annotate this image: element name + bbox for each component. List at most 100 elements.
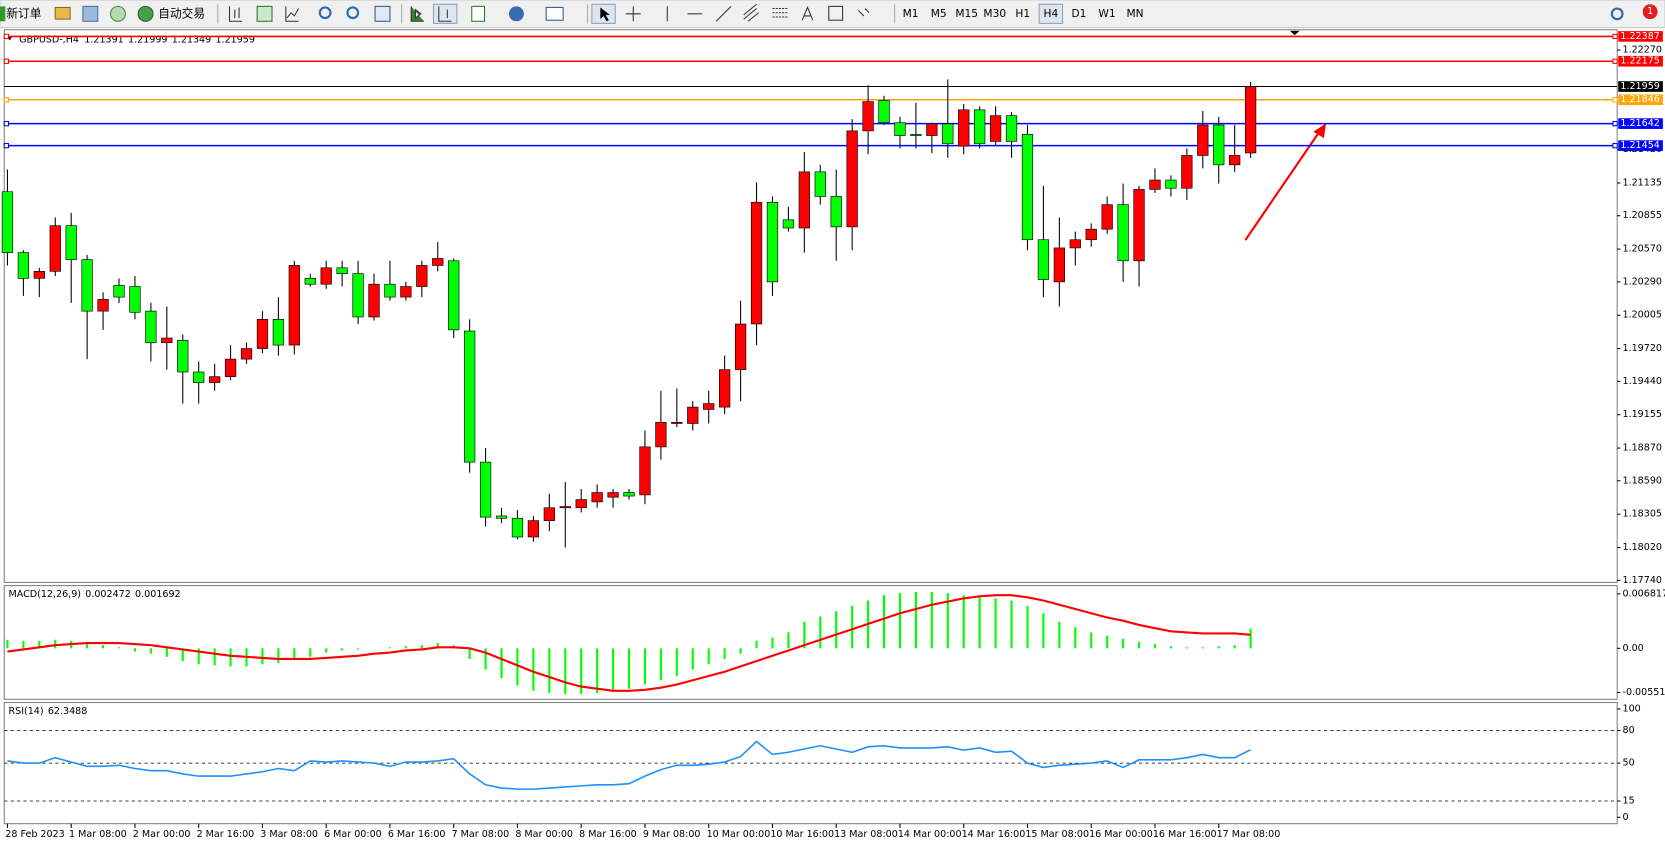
search[interactable] xyxy=(1610,7,1624,21)
timeframe-button[interactable]: M30 xyxy=(983,7,1006,20)
text-tool[interactable] xyxy=(801,6,814,21)
candle-body xyxy=(240,348,253,360)
low-value: 1.21349 xyxy=(172,34,211,45)
candle-body xyxy=(1197,124,1209,156)
rsi-label: RSI(14) xyxy=(9,706,44,717)
candle-body xyxy=(511,517,524,538)
icon[interactable] xyxy=(109,5,126,22)
chart-shift[interactable] xyxy=(432,3,458,24)
bar-chart-icon[interactable] xyxy=(228,6,243,22)
level-handle xyxy=(1612,33,1618,40)
notification-badge[interactable] xyxy=(1642,4,1658,20)
x-tick-label: 14 Mar 16:00 xyxy=(962,829,1026,840)
candle-body xyxy=(352,273,364,318)
price-panel xyxy=(3,29,1618,583)
periods[interactable] xyxy=(508,6,524,22)
candle-body xyxy=(49,225,61,272)
channel[interactable] xyxy=(743,3,759,22)
x-tick-label: 6 Mar 00:00 xyxy=(324,829,382,840)
level-handle xyxy=(1612,58,1618,64)
open-value: 1.21391 xyxy=(84,34,123,45)
auto-trading-button[interactable]: 自动交易 xyxy=(158,6,205,20)
candle-body xyxy=(575,499,587,509)
candle-body xyxy=(942,123,954,145)
candle-body xyxy=(639,446,651,496)
candle-body xyxy=(161,337,173,344)
symbol: GBPUSD-,H4 xyxy=(19,34,79,45)
y-tick-label: 1.19720 xyxy=(1622,343,1661,354)
candle-body xyxy=(1133,189,1145,262)
x-tick-label: 9 Mar 08:00 xyxy=(643,829,701,840)
candle-body xyxy=(1165,179,1177,189)
arrows-tool[interactable] xyxy=(858,8,870,17)
timeframe-button[interactable]: M5 xyxy=(931,7,947,20)
auto-trading-icon[interactable] xyxy=(137,5,154,22)
x-tick-label: 28 Feb 2023 xyxy=(5,829,64,840)
candle-chart-icon[interactable] xyxy=(256,5,273,22)
new-order-button[interactable]: 新订单 xyxy=(6,6,41,20)
zoom-in[interactable] xyxy=(318,6,332,20)
timeframe-button[interactable]: M1 xyxy=(903,7,919,20)
candle-body xyxy=(479,461,492,518)
new-order-icon xyxy=(0,6,6,22)
timeframe-button[interactable]: D1 xyxy=(1071,7,1086,20)
x-tick-label: 8 Mar 16:00 xyxy=(579,829,637,840)
y-tick-label: 50 xyxy=(1622,758,1634,769)
annotation-arrowhead xyxy=(1313,123,1327,139)
candle-body xyxy=(830,196,842,228)
toolbar-bg xyxy=(0,0,1665,29)
level-label: 1.22175 xyxy=(1620,56,1659,67)
indicators[interactable] xyxy=(471,5,486,22)
tile-windows[interactable] xyxy=(374,5,391,22)
icon[interactable] xyxy=(54,6,71,20)
candle-body xyxy=(193,371,205,383)
line-chart-icon[interactable] xyxy=(285,6,300,22)
cursor-icon xyxy=(600,7,610,22)
zoom-out[interactable] xyxy=(346,6,360,20)
timeframe-button[interactable]: M15 xyxy=(955,7,978,20)
y-tick-label: 1.22270 xyxy=(1622,45,1661,56)
candle-body xyxy=(224,358,237,377)
y-tick-label: 80 xyxy=(1622,725,1634,736)
rsi-value: 62.3488 xyxy=(48,706,87,717)
autoscroll[interactable] xyxy=(410,6,424,22)
candle-body xyxy=(655,421,667,448)
candle-body xyxy=(416,265,428,287)
candle-body xyxy=(958,109,970,147)
candle-body xyxy=(1117,204,1129,262)
crosshair[interactable] xyxy=(625,6,641,22)
timeframe-button[interactable]: H4 xyxy=(1043,7,1058,20)
candle-body xyxy=(33,271,45,279)
candle-body xyxy=(113,285,125,298)
candle-body xyxy=(177,340,189,373)
candle-body xyxy=(543,507,555,521)
x-tick-label: 2 Mar 16:00 xyxy=(197,829,255,840)
candle-body xyxy=(559,506,571,509)
label-tool[interactable] xyxy=(828,5,844,21)
candle-body xyxy=(1021,134,1034,241)
trendline[interactable] xyxy=(715,6,732,22)
fibo[interactable] xyxy=(772,7,788,18)
candle-body xyxy=(527,520,540,538)
templates[interactable] xyxy=(545,6,564,21)
candle-body xyxy=(1149,179,1161,190)
macd-value: 0.002472 xyxy=(85,589,131,600)
timeframe-button[interactable]: MN xyxy=(1126,7,1143,20)
x-tick-label: 14 Mar 00:00 xyxy=(898,829,962,840)
x-tick-label: 13 Mar 08:00 xyxy=(834,829,898,840)
candle-body xyxy=(703,403,715,410)
candle-body xyxy=(1005,115,1018,142)
candle-body xyxy=(687,406,699,424)
timeframe-button[interactable]: H1 xyxy=(1015,7,1030,20)
y-tick-label: 1.17740 xyxy=(1622,575,1661,586)
macd-label: MACD(12,26,9) xyxy=(9,589,82,600)
x-tick-label: 7 Mar 08:00 xyxy=(452,829,510,840)
y-tick-label: 1.20005 xyxy=(1622,310,1661,321)
close-value: 1.21959 xyxy=(215,34,254,45)
candle-body xyxy=(1213,124,1225,166)
timeframe-button[interactable]: W1 xyxy=(1098,7,1115,20)
icon[interactable] xyxy=(82,5,99,22)
timeframes: M1 M5 M15 M30 H1 H4 D1 W1 MN xyxy=(903,3,1144,24)
annotation-arrow xyxy=(1244,132,1320,241)
